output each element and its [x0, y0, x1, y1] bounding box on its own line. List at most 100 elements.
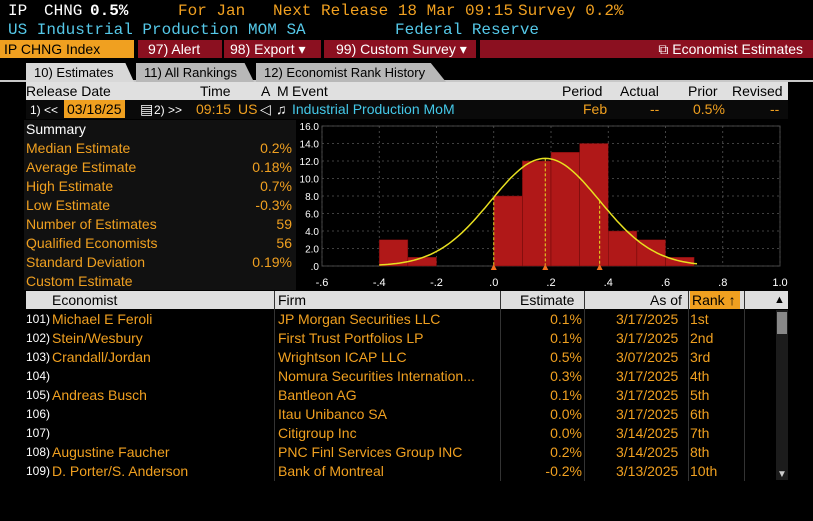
rank-value: 4th	[690, 368, 710, 384]
marker-triangle	[596, 264, 603, 270]
economist-name: D. Porter/S. Anderson	[52, 463, 189, 479]
as-of-date: 3/17/2025	[616, 311, 679, 327]
source-name: Federal Reserve	[395, 21, 540, 39]
actual-header: Actual	[620, 83, 659, 99]
bell-icon[interactable]: ♫	[276, 101, 287, 117]
economist-estimates-button[interactable]: ⧉ Economist Estimates	[480, 40, 813, 58]
row-number: 106)	[26, 407, 51, 421]
table-row[interactable]: 105) Andreas Busch Bantleon AG 0.1% 3/17/202…	[26, 386, 778, 405]
x-tick-label: .6	[661, 277, 670, 289]
scrollbar-thumb[interactable]	[777, 312, 787, 334]
summary-value: 0.19%	[252, 254, 292, 270]
index-label[interactable]: IP CHNG Index	[0, 40, 134, 58]
estimate-value: 0.0%	[550, 406, 582, 422]
release-row: 1) << 03/18/25 ▤ 2) >> 09:15 US ◁ ♫ Indu…	[26, 100, 788, 119]
next-release-button[interactable]: 2) >>	[154, 103, 183, 117]
row-number: 102)	[26, 331, 51, 345]
period-header: Period	[562, 83, 603, 99]
release-date-field[interactable]: 03/18/25	[64, 100, 125, 118]
event-header: Event	[292, 83, 328, 99]
summary-label: Custom Estimate	[26, 273, 133, 289]
y-tick-label: 6.0	[305, 210, 319, 221]
custom-survey-button[interactable]: 99) Custom Survey ▾	[324, 40, 476, 58]
as-of-date: 3/17/2025	[616, 387, 679, 403]
row-number: 105)	[26, 388, 51, 402]
rank-col-label: Rank	[692, 292, 725, 308]
economist-name: Andreas Busch	[52, 387, 147, 403]
summary-label: Standard Deviation	[26, 254, 146, 270]
audio-icon[interactable]: ◁	[260, 101, 271, 117]
normal-curve	[379, 157, 698, 266]
table-row[interactable]: 102) Stein/Wesbury First Trust Portfolios …	[26, 329, 778, 348]
a-header: A	[261, 83, 271, 99]
firm-name: Bank of Montreal	[278, 463, 384, 479]
export-button[interactable]: 98) Export ▾	[224, 40, 321, 58]
summary-label: Median Estimate	[26, 140, 131, 156]
histogram-bar	[579, 143, 609, 267]
firm-name: Bantleon AG	[278, 387, 357, 403]
estimate-value: 0.2%	[550, 444, 582, 460]
x-tick-label: 1.0	[772, 277, 787, 289]
as-of-date: 3/17/2025	[616, 330, 679, 346]
table-row[interactable]: 109) D. Porter/S. Anderson Bank of Montrea…	[26, 462, 778, 481]
firm-name: Itau Unibanco SA	[278, 406, 387, 422]
rank-value: 6th	[690, 406, 710, 422]
column-divider	[500, 291, 501, 481]
x-tick-label: -.4	[373, 277, 386, 289]
table-row[interactable]: 103) Crandall/Jordan Wrightson ICAP LLC 0.5…	[26, 348, 778, 367]
economist-estimates-label: Economist Estimates	[672, 41, 803, 57]
prior-header: Prior	[688, 83, 718, 99]
scroll-down-icon[interactable]: ▼	[777, 469, 787, 480]
summary-row: Number of Estimates 59	[26, 215, 294, 234]
x-tick-label: -.6	[316, 277, 329, 289]
estimate-distribution-chart: 16.0 14.0 12.0 10.0 8.0 6.0 4.0 2.0 .0 -.6 -.4 -.2.…	[300, 122, 788, 289]
summary-row: High Estimate 0.7%	[26, 177, 294, 196]
release-actual: --	[650, 101, 660, 117]
rank-col-header[interactable]: Rank ↑	[690, 291, 740, 309]
release-header: Release Date Time A M Event Period Actua…	[26, 82, 788, 100]
table-row[interactable]: 104) Nomura Securities Internation... 0.3%…	[26, 367, 778, 386]
tab-economist-rank-history[interactable]: 12) Economist Rank History	[256, 63, 446, 82]
scroll-up-icon[interactable]: ▲	[774, 294, 785, 306]
summary-label: Qualified Economists	[26, 235, 158, 251]
prev-release-button[interactable]: 1) <<	[30, 103, 59, 117]
estimate-value: 0.1%	[550, 311, 582, 327]
release-event[interactable]: Industrial Production MoM	[292, 101, 455, 117]
y-tick-label: 8.0	[305, 192, 319, 203]
table-row[interactable]: 108) Augustine Faucher PNC Finl Services G…	[26, 443, 778, 462]
as-of-col-header[interactable]: As of	[650, 292, 682, 308]
summary-value: -0.3%	[255, 197, 292, 213]
as-of-date: 3/17/2025	[616, 406, 679, 422]
release-country: US	[238, 101, 258, 117]
tab-all-rankings[interactable]: 11) All Rankings	[136, 63, 254, 82]
scrollbar-track[interactable]: ▼	[776, 310, 788, 480]
marker-triangle	[490, 264, 497, 270]
table-row[interactable]: 107) Citigroup Inc 0.0% 3/14/2025 7th	[26, 424, 778, 443]
firm-name: Nomura Securities Internation...	[278, 368, 475, 384]
tab-estimates[interactable]: 10) Estimates	[26, 63, 134, 82]
summary-row: Median Estimate 0.2%	[26, 139, 294, 158]
calendar-icon[interactable]: ▤	[140, 101, 154, 117]
firm-col-header[interactable]: Firm	[278, 292, 306, 308]
alert-button[interactable]: 97) Alert	[138, 40, 222, 58]
rank-value: 7th	[690, 425, 710, 441]
column-divider	[744, 291, 745, 481]
ticker: IP	[8, 2, 28, 20]
row-number: 109)	[26, 464, 51, 478]
table-row[interactable]: 106) Itau Unibanco SA 0.0% 3/17/2025 6th	[26, 405, 778, 424]
estimate-col-header[interactable]: Estimate	[520, 292, 575, 308]
rank-value: 2nd	[690, 330, 714, 346]
economist-col-header[interactable]: Economist	[52, 292, 118, 308]
firm-name: JP Morgan Securities LLC	[278, 311, 441, 327]
rank-value: 8th	[690, 444, 710, 460]
row-number: 101)	[26, 312, 51, 326]
firm-name: Wrightson ICAP LLC	[278, 349, 407, 365]
release-period: Feb	[583, 101, 608, 117]
x-tick-label: .2	[546, 277, 555, 289]
marker-triangle	[542, 264, 549, 270]
table-row[interactable]: 101) Michael E Feroli JP Morgan Securities…	[26, 310, 778, 329]
row-number: 103)	[26, 350, 51, 364]
histogram-bar	[407, 257, 437, 267]
estimate-value: 0.1%	[550, 387, 582, 403]
summary-value: 0.18%	[252, 159, 292, 175]
